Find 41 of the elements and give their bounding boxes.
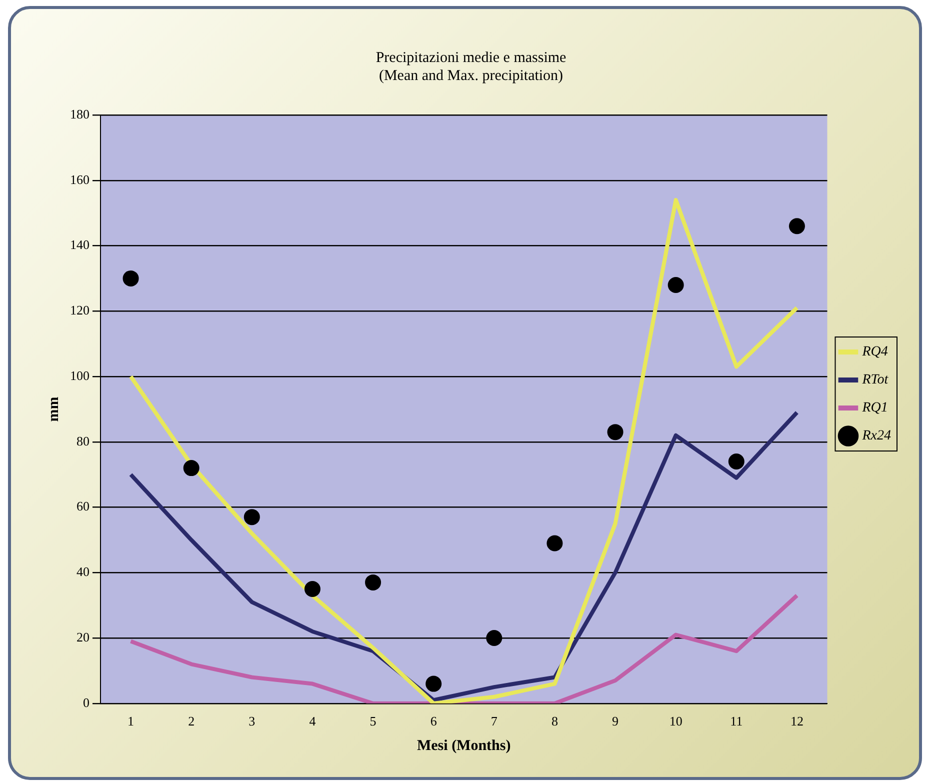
x-tick-label: 11: [730, 714, 743, 729]
x-tick-label: 10: [669, 714, 682, 729]
y-tick-label: 40: [76, 564, 90, 580]
x-tick-label: 3: [248, 714, 256, 729]
point: [668, 276, 684, 293]
y-axis-title: mm: [46, 396, 62, 422]
point: [486, 630, 502, 646]
legend-label: Rx24: [861, 428, 891, 444]
x-tick-label: 6: [430, 714, 438, 729]
y-tick-label: 160: [70, 172, 90, 187]
x-tick-label: 7: [490, 714, 498, 729]
x-tick-label: 2: [188, 714, 195, 729]
point: [728, 454, 744, 470]
point: [365, 574, 382, 590]
point: [244, 509, 260, 526]
y-tick-label: 20: [76, 629, 90, 644]
x-tick-label: 5: [370, 714, 376, 729]
y-tick-label: 140: [70, 237, 90, 252]
legend-label: RQ4: [861, 344, 888, 360]
point: [426, 676, 442, 692]
y-tick-label: 0: [83, 694, 90, 710]
y-tick-label: 100: [70, 368, 90, 383]
point: [788, 218, 805, 234]
point: [122, 270, 139, 286]
x-tick-label: 9: [612, 714, 619, 729]
chart-title: Precipitazioni medie e massime (Mean and Max. precipitation): [376, 50, 567, 84]
y-tick-label: 80: [76, 433, 90, 448]
point: [304, 580, 320, 597]
y-tick-label: 120: [70, 302, 90, 318]
legend-label: RTot: [861, 372, 890, 388]
x-axis-title: Mesi (Months): [416, 738, 511, 754]
legend-label: RQ1: [861, 400, 888, 416]
y-tick-label: 180: [70, 106, 90, 122]
x-tick-label: 4: [309, 714, 316, 729]
x-tick-label: 12: [790, 714, 804, 729]
y-tick-label: 60: [76, 498, 90, 514]
x-tick-label: 1: [128, 714, 134, 729]
point: [607, 424, 624, 440]
x-tick-label: 8: [551, 714, 558, 729]
point: [183, 460, 200, 476]
point: [546, 535, 563, 552]
